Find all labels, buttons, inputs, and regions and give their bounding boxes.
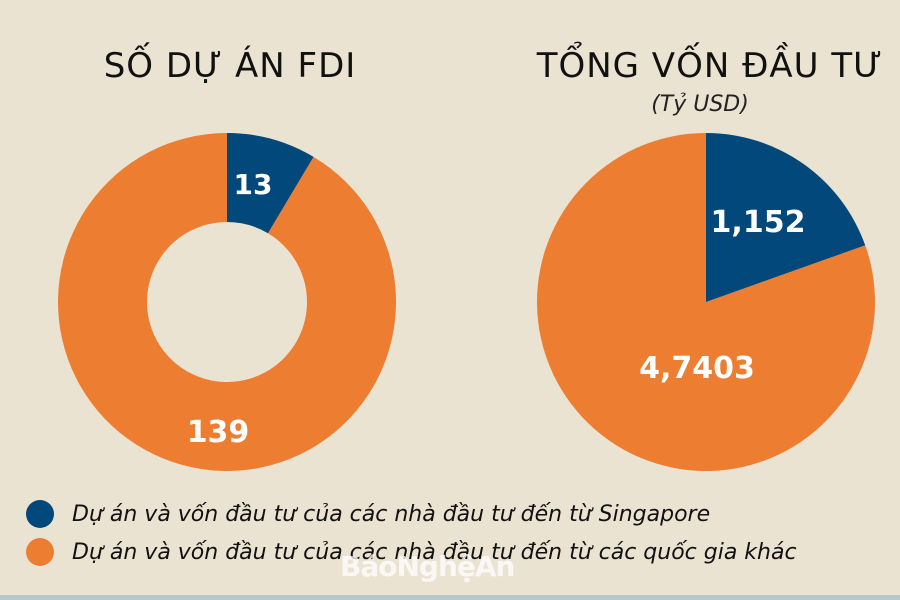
legend-dot-singapore-icon bbox=[26, 500, 54, 528]
legend-item-others: Dự án và vốn đầu tư của các nhà đầu tư đ… bbox=[26, 533, 900, 571]
pie-label-others: 4,7403 bbox=[639, 351, 755, 386]
pie-chart: 1,152 4,7403 bbox=[537, 133, 876, 472]
pie-chart-title: TỔNG VỐN ĐẦU TƯ bbox=[536, 46, 884, 86]
bottom-bar bbox=[0, 595, 900, 600]
legend-label-others: Dự án và vốn đầu tư của các nhà đầu tư đ… bbox=[72, 539, 797, 565]
donut-chart: 13 139 bbox=[58, 133, 396, 471]
donut-label-others: 139 bbox=[187, 415, 250, 450]
donut-slice-singapore bbox=[227, 133, 314, 234]
legend-label-singapore: Dự án và vốn đầu tư của các nhà đầu tư đ… bbox=[72, 501, 711, 527]
pie-chart-subtitle: (Tỷ USD) bbox=[651, 92, 749, 117]
donut-slice-others bbox=[58, 133, 396, 471]
watermark-logo: BáoNghệAn bbox=[340, 550, 515, 583]
donut-chart-title: SỐ DỰ ÁN FDI bbox=[103, 46, 357, 86]
pie-label-singapore: 1,152 bbox=[711, 205, 806, 240]
pie-slice-singapore bbox=[706, 133, 866, 302]
legend: Dự án và vốn đầu tư của các nhà đầu tư đ… bbox=[26, 495, 900, 571]
legend-dot-others-icon bbox=[26, 538, 54, 566]
legend-item-singapore: Dự án và vốn đầu tư của các nhà đầu tư đ… bbox=[26, 495, 900, 533]
donut-label-singapore: 13 bbox=[234, 168, 273, 201]
